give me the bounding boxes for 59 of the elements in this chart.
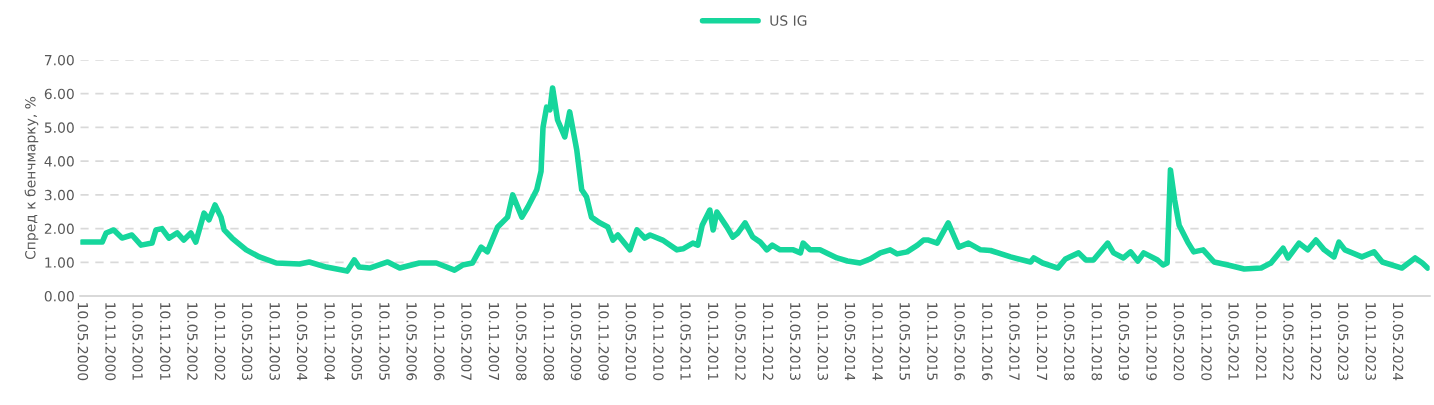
x-tick-label: 10.11.2000	[105, 303, 116, 381]
x-tick-label: 10.05.2005	[351, 303, 363, 380]
x-tick-label: 10.05.2011	[680, 303, 691, 380]
x-tick-label: 10.05.2002	[187, 303, 198, 380]
x-tick-label: 10.11.2003	[269, 303, 281, 381]
x-tick-label: 10.11.2016	[982, 303, 993, 381]
x-tick-label: 10.05.2023	[1337, 303, 1349, 381]
x-tick-label: 10.05.2007	[461, 303, 472, 380]
x-tick-label: 10.05.2020	[1173, 303, 1185, 381]
x-tick-label: 10.05.2015	[899, 303, 911, 380]
x-tick-label: 10.11.2021	[1255, 303, 1267, 380]
x-tick-label: 10.05.2004	[296, 303, 308, 381]
x-tick-label: 10.11.2017	[1036, 303, 1048, 380]
x-tick-label: 10.11.2011	[707, 303, 719, 380]
x-tick-label: 10.05.2014	[844, 303, 856, 381]
x-tick-label: 10.05.2018	[1063, 303, 1075, 381]
x-tick-label: 10.11.2002	[214, 303, 226, 380]
x-tick-label: 10.05.2000	[77, 303, 89, 381]
x-tick-label: 10.05.2019	[1118, 303, 1130, 381]
x-tick-label: 10.05.2016	[954, 303, 965, 381]
x-tick-label: 10.11.2009	[598, 303, 609, 381]
x-tick-label: 10.05.2010	[625, 303, 637, 381]
x-tick-label: 10.11.2008	[543, 303, 555, 381]
x-tick-label: 10.05.2009	[570, 303, 582, 381]
x-tick-label: 10.11.2007	[488, 303, 500, 380]
x-tick-label: 10.05.2003	[241, 303, 253, 381]
x-tick-label: 10.11.2023	[1365, 303, 1377, 381]
x-tick-label: 10.11.2004	[324, 303, 335, 381]
x-tick-label: 10.11.2015	[927, 303, 938, 380]
x-tick-label: 10.05.2001	[132, 303, 143, 380]
x-tick-label: 10.11.2020	[1201, 303, 1212, 381]
x-tick-label: 10.11.2019	[1146, 303, 1157, 381]
y-tick-label: 3.00	[44, 189, 74, 201]
y-tick-label: 7.00	[44, 54, 74, 66]
x-tick-label: 10.11.2001	[159, 303, 171, 380]
y-tick-label: 1.00	[45, 257, 74, 268]
x-tick-label: 10.11.2014	[872, 303, 883, 381]
y-tick-label: 4.00	[44, 156, 74, 167]
x-tick-label: 10.11.2012	[762, 303, 774, 380]
y-axis-title: Спред к бенчмарку, %	[24, 96, 39, 260]
x-tick-label: 10.11.2005	[379, 303, 390, 380]
x-tick-label: 10.05.2017	[1009, 303, 1020, 380]
x-tick-label: 10.11.2022	[1310, 303, 1322, 380]
y-tick-label: 0.00	[44, 291, 74, 302]
x-tick-label: 10.11.2013	[817, 303, 829, 381]
x-tick-label: 10.11.2018	[1091, 303, 1103, 381]
x-tick-label: 10.05.2006	[406, 303, 417, 381]
x-tick-label: 10.05.2021	[1228, 303, 1239, 380]
x-tick-label: 10.05.2012	[735, 303, 746, 380]
y-tick-label: 2.00	[44, 223, 74, 235]
x-tick-label: 10.11.2006	[433, 303, 445, 381]
x-tick-label: 10.05.2013	[789, 303, 801, 381]
x-tick-label: 10.05.2008	[516, 303, 527, 381]
y-tick-label: 5.00	[44, 122, 74, 133]
y-tick-label: 6.00	[44, 88, 74, 100]
legend-label: US IG	[770, 15, 807, 26]
x-tick-label: 10.11.2010	[653, 303, 664, 381]
x-tick-label: 10.05.2022	[1283, 303, 1294, 380]
x-tick-label: 10.05.2024	[1392, 303, 1404, 381]
